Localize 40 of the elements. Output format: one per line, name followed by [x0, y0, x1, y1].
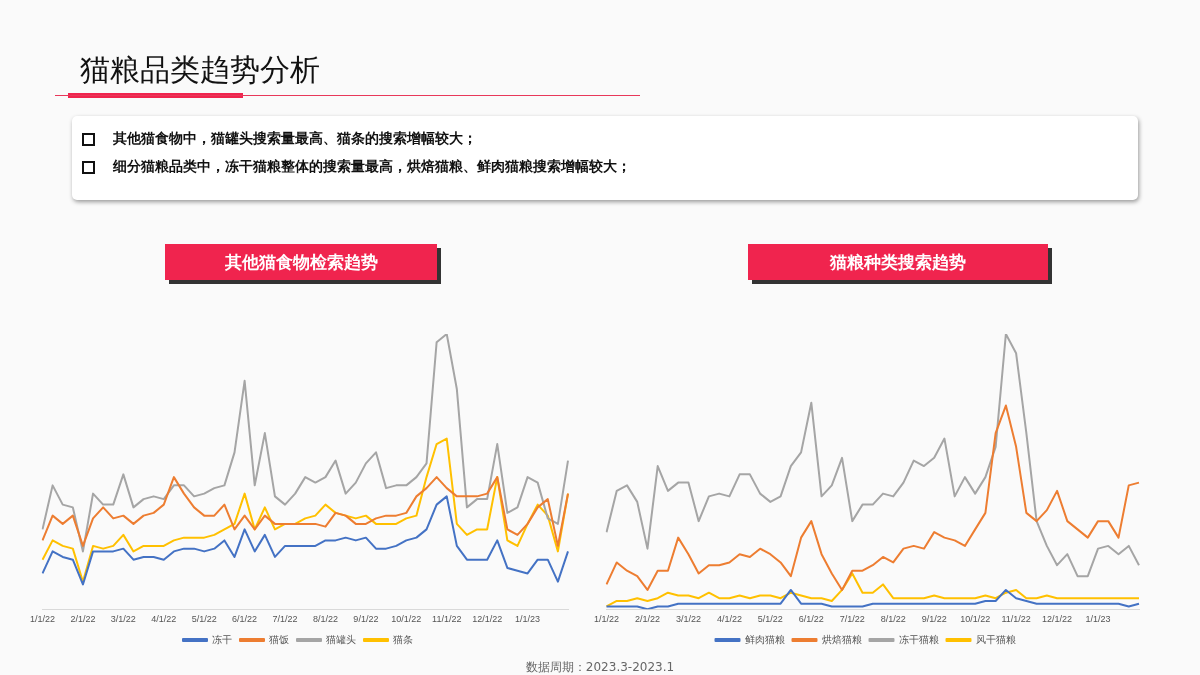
x-tick-label: 5/1/22	[191, 614, 217, 625]
x-tick-label: 3/1/22	[675, 614, 701, 625]
x-tick-label: 7/1/22	[272, 614, 298, 625]
text: 数据周期：2023.3-2023.1	[524, 659, 676, 675]
x-tick-label: 2/1/22	[70, 614, 96, 625]
x-tick-label: 8/1/22	[880, 614, 906, 625]
x-tick-label: 1/1/22	[30, 614, 56, 625]
x-tick-label: 11/1/22	[432, 614, 462, 625]
chart-title: 猫粮种类搜索趋势	[748, 244, 1048, 280]
x-tick-label: 12/1/22	[1042, 614, 1073, 625]
x-tick-label: 6/1/22	[232, 614, 258, 625]
x-tick-label: 1/1/23	[515, 614, 541, 625]
x-tick-label: 2/1/22	[634, 614, 660, 625]
x-tick-label: 10/1/22	[391, 614, 422, 625]
legend-label: 鲜肉猫粮	[744, 633, 785, 645]
x-tick-label: 11/1/22	[1001, 614, 1031, 625]
legend-label: 风干猫粮	[975, 633, 1016, 645]
legend-label: 猫饭	[269, 633, 289, 645]
legend-label: 猫罐头	[326, 633, 356, 645]
x-tick-label: 8/1/22	[312, 614, 338, 625]
x-tick-label: 3/1/22	[110, 614, 136, 625]
x-tick-label: 9/1/22	[921, 614, 947, 625]
x-tick-label: 12/1/22	[472, 614, 503, 625]
legend-label: 猫条	[393, 633, 413, 645]
legend-label: 冻干	[212, 633, 232, 645]
chart-title: 其他猫食物检索趋势	[165, 244, 437, 280]
text: 细分猫粮品类中，冻干猫粮整体的搜索量最高，烘焙猫粮、鲜肉猫粮搜索增幅较大；	[112, 158, 631, 176]
text: 猫粮品类趋势分析	[80, 51, 320, 89]
legend-label: 冻干猫粮	[898, 633, 939, 645]
x-tick-label: 9/1/22	[353, 614, 379, 625]
legend-label: 烘焙猫粮	[821, 633, 862, 645]
x-tick-label: 1/1/22	[594, 614, 620, 625]
x-tick-label: 10/1/22	[960, 614, 991, 625]
x-tick-label: 5/1/22	[757, 614, 783, 625]
x-tick-label: 1/1/23	[1085, 614, 1111, 625]
x-tick-label: 4/1/22	[716, 614, 742, 625]
x-tick-label: 4/1/22	[151, 614, 177, 625]
x-tick-label: 6/1/22	[798, 614, 824, 625]
x-tick-label: 7/1/22	[839, 614, 865, 625]
text: 其他猫食物中，猫罐头搜索量最高、猫条的搜索增幅较大；	[112, 130, 477, 148]
